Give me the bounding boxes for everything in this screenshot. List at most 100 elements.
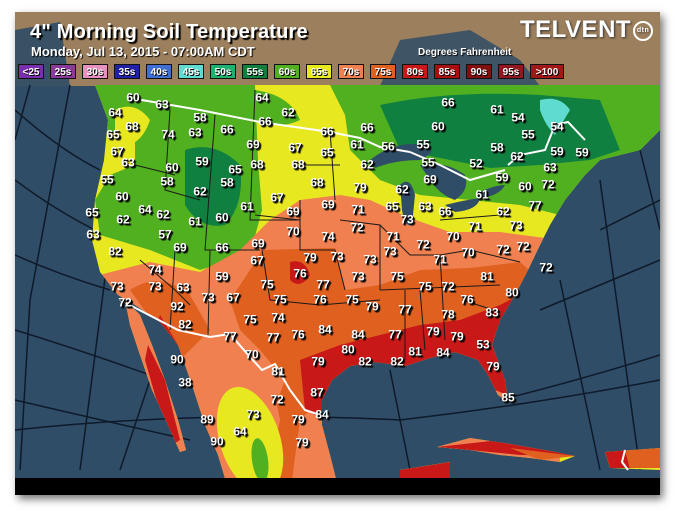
- legend-swatch: 30s: [82, 64, 108, 79]
- temperature-label: 76: [293, 266, 307, 281]
- temperature-label: 62: [360, 157, 374, 172]
- legend-swatch: 25s: [50, 64, 76, 79]
- temperature-label: 76: [291, 327, 305, 342]
- temperature-label: 69: [321, 197, 335, 212]
- temperature-label: 82: [178, 317, 192, 332]
- temperature-label: 73: [330, 249, 344, 264]
- temperature-label: 55: [521, 127, 535, 142]
- temperature-label: 68: [250, 157, 264, 172]
- temperature-label: 75: [390, 269, 404, 284]
- temperature-label: 74: [321, 229, 335, 244]
- temperature-label: 66: [441, 95, 455, 110]
- legend-swatch: 50s: [210, 64, 236, 79]
- temperature-label: 81: [408, 344, 422, 359]
- temperature-label: 62: [395, 182, 409, 197]
- temperature-label: 66: [360, 120, 374, 135]
- temperature-label: 65: [106, 127, 120, 142]
- temperature-label: 73: [509, 218, 523, 233]
- temperature-label: 72: [441, 279, 455, 294]
- temperature-label: 69: [423, 172, 437, 187]
- temperature-label: 71: [386, 229, 400, 244]
- temperature-label: 76: [460, 292, 474, 307]
- temperature-label: 74: [148, 262, 162, 277]
- graticule: [15, 84, 660, 471]
- telvent-logo: TELVENT dtn: [520, 16, 654, 44]
- temperature-label: 73: [148, 279, 162, 294]
- state-borders: [134, 89, 521, 360]
- international-borders: [119, 97, 629, 471]
- legend-swatch: 90s: [466, 64, 492, 79]
- zone-75s-dominican: [625, 448, 660, 468]
- temperature-label: 79: [365, 299, 379, 314]
- temperature-label: 73: [201, 290, 215, 305]
- temperature-label: 68: [310, 175, 324, 190]
- map-canvas: [15, 12, 660, 495]
- temperature-label: 79: [303, 250, 317, 265]
- temperature-label: 69: [251, 236, 265, 251]
- temperature-label: 66: [320, 124, 334, 139]
- temperature-label: 63: [176, 280, 190, 295]
- temperature-label: 63: [418, 199, 432, 214]
- temperature-label: 79: [450, 329, 464, 344]
- temperature-label: 78: [441, 307, 455, 322]
- temperature-label: 77: [388, 327, 402, 342]
- temperature-label: 61: [240, 199, 254, 214]
- temperature-label: 84: [318, 322, 332, 337]
- units-label: Degrees Fahrenheit: [418, 47, 512, 58]
- temperature-label: 61: [350, 137, 364, 152]
- temperature-label: 79: [353, 180, 367, 195]
- temperature-label: 67: [270, 190, 284, 205]
- zone-60s-mexico: [251, 438, 269, 482]
- zone-60s-montana: [255, 90, 300, 125]
- temperature-label: 80: [505, 285, 519, 300]
- zone-80s: [300, 295, 520, 420]
- temperature-label: 38: [178, 375, 192, 390]
- temperature-label: 67: [226, 290, 240, 305]
- temperature-label: 64: [138, 202, 152, 217]
- temperature-label: 52: [469, 156, 483, 171]
- legend-swatch: 80s: [402, 64, 428, 79]
- temperature-label: 56: [381, 139, 395, 154]
- zone-55s-west: [185, 147, 241, 226]
- temperature-label: 69: [286, 204, 300, 219]
- temperature-label: 66: [438, 204, 452, 219]
- legend-swatch: 70s: [338, 64, 364, 79]
- temperature-label: 60: [115, 189, 129, 204]
- temperature-label: 72: [118, 295, 132, 310]
- temperature-label: 73: [363, 252, 377, 267]
- temperature-label: 66: [215, 240, 229, 255]
- temperature-label: 54: [550, 119, 564, 134]
- temperature-label: 63: [188, 125, 202, 140]
- temperature-label: 63: [86, 227, 100, 242]
- temperature-label: 63: [155, 97, 169, 112]
- map-timestamp: Monday, Jul 13, 2015 - 07:00AM CDT: [31, 44, 255, 59]
- temperature-label: 72: [350, 220, 364, 235]
- temperature-label: 67: [288, 140, 302, 155]
- temperature-label: 70: [245, 347, 259, 362]
- temperature-label: 62: [156, 207, 170, 222]
- temperature-label: 65: [85, 205, 99, 220]
- temperature-label: 83: [485, 305, 499, 320]
- temperature-label: 92: [170, 299, 184, 314]
- legend-swatch: 75s: [370, 64, 396, 79]
- temperature-label: 59: [495, 170, 509, 185]
- temperature-label: 72: [516, 239, 530, 254]
- temperature-label: 58: [193, 110, 207, 125]
- temperature-label: 68: [291, 157, 305, 172]
- legend-swatch: >100: [530, 64, 564, 79]
- temperature-label: 72: [539, 260, 553, 275]
- temperature-label: 58: [490, 140, 504, 155]
- temperature-label: 79: [311, 354, 325, 369]
- temperature-label: 82: [358, 354, 372, 369]
- legend-swatch: 55s: [242, 64, 268, 79]
- temperature-label: 60: [165, 160, 179, 175]
- temperature-label: 60: [518, 179, 532, 194]
- temperature-label: 64: [108, 105, 122, 120]
- legend-swatch: 60s: [274, 64, 300, 79]
- temperature-label: 58: [160, 174, 174, 189]
- temperature-label: 80: [341, 342, 355, 357]
- zone-80s-kansas: [290, 261, 310, 284]
- temperature-label: 64: [255, 90, 269, 105]
- temperature-label: 66: [220, 122, 234, 137]
- soil-temperature-map: 4" Morning Soil Temperature Monday, Jul …: [15, 12, 660, 495]
